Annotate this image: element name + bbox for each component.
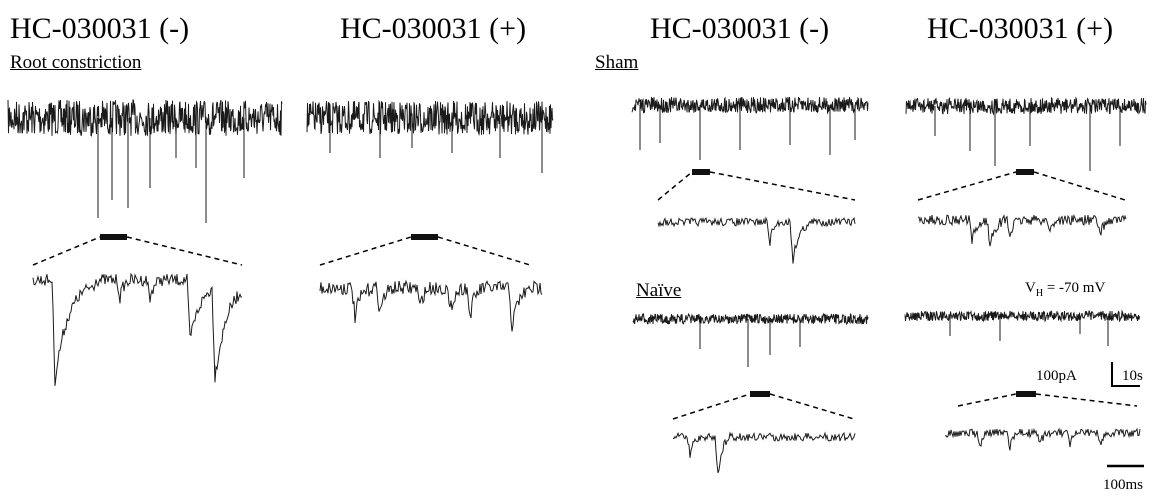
trace-overview-sham-minus — [631, 96, 869, 160]
zoom-sham-minus-guide-left — [657, 171, 693, 201]
zoom-sham-plus-guide-left — [917, 171, 1017, 201]
scale-zoom-time-label: 100ms — [1103, 477, 1144, 493]
trace-zoom-sham-plus — [917, 213, 1127, 247]
zoom-sham-plus-guide-right — [1033, 171, 1126, 201]
zoom-sham-minus-bar — [692, 169, 710, 175]
zoom-root-minus-bar — [100, 234, 127, 240]
zoom-root-plus-bar — [411, 234, 438, 240]
zoom-naive-minus-guide-right — [769, 393, 855, 420]
scale-current-label: 100pA — [1036, 368, 1077, 384]
trace-group-root-constriction-minus — [7, 99, 283, 386]
trace-overview-root-plus — [306, 99, 554, 173]
trace-group-sham-minus — [631, 96, 869, 264]
trace-overview-naive-minus — [632, 312, 869, 367]
scale-bar-overview — [1111, 362, 1140, 387]
trace-overview-root-minus — [7, 99, 283, 223]
header-right-minus: HC-030031 (-) — [650, 12, 830, 45]
vh-subscript: H — [1035, 288, 1044, 299]
trace-zoom-naive-plus — [944, 427, 1141, 451]
header-right-plus: HC-030031 (+) — [927, 12, 1114, 45]
scale-time-label: 10s — [1122, 368, 1143, 384]
trace-group-naive-plus — [904, 309, 1141, 451]
trace-zoom-root-minus — [32, 272, 243, 386]
header-left-plus: HC-030031 (+) — [340, 12, 527, 45]
trace-group-naive-minus — [632, 312, 869, 474]
vh-value: = -70 mV — [1043, 280, 1106, 296]
zoom-root-minus-guide-right — [126, 236, 243, 266]
label-naive: Naïve — [636, 280, 682, 301]
holding-potential-label: VH = -70 mV — [1025, 280, 1105, 299]
zoom-root-minus-guide-left — [32, 236, 101, 266]
zoom-root-plus-guide-right — [437, 236, 531, 266]
zoom-naive-plus-guide-right — [1035, 393, 1138, 407]
trace-group-sham-plus — [905, 96, 1147, 247]
zoom-sham-minus-guide-right — [709, 171, 856, 201]
zoom-naive-plus-bar — [1016, 391, 1036, 397]
zoom-naive-minus-bar — [750, 391, 770, 397]
trace-group-root-constriction-plus — [306, 99, 554, 332]
zoom-sham-plus-bar — [1016, 169, 1034, 175]
trace-zoom-naive-minus — [672, 431, 856, 474]
vh-symbol: V — [1025, 280, 1036, 296]
trace-overview-naive-plus — [904, 309, 1141, 346]
trace-overview-sham-plus — [905, 96, 1147, 171]
zoom-root-plus-guide-left — [319, 236, 412, 266]
header-left-minus: HC-030031 (-) — [10, 12, 190, 45]
trace-zoom-root-plus — [319, 279, 543, 332]
label-sham: Sham — [595, 52, 639, 73]
label-root-constriction: Root constriction — [10, 52, 142, 73]
trace-zoom-sham-minus — [657, 216, 856, 264]
zoom-naive-minus-guide-left — [672, 393, 751, 420]
zoom-naive-plus-guide-left — [957, 393, 1017, 407]
